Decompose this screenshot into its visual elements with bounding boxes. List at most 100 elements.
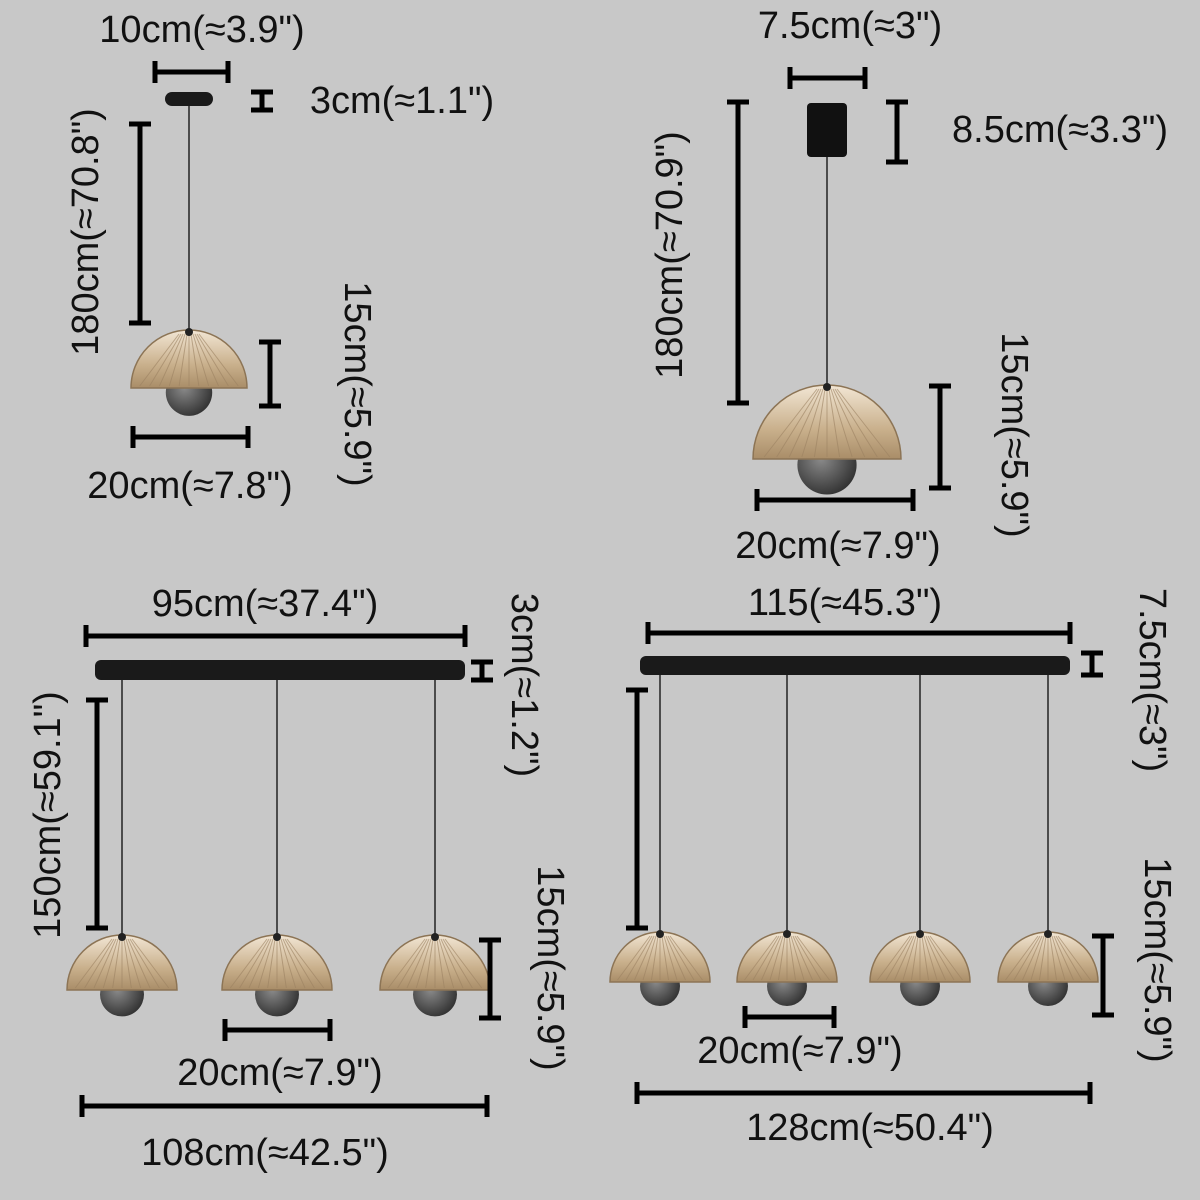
lamp-rib <box>442 938 473 989</box>
lamp-rib <box>911 935 919 981</box>
dimension-label: 7.5cm(≈3") <box>758 5 942 47</box>
lamp-rib <box>801 388 824 458</box>
lamp-rib <box>149 333 182 387</box>
dimension-label: 115(≈45.3") <box>748 582 942 624</box>
lamp-rib <box>196 333 229 387</box>
bar-canopy <box>640 656 1070 675</box>
lamp-rib <box>894 935 915 981</box>
lamp-rib <box>1053 935 1074 981</box>
lamp-rib <box>248 938 272 989</box>
lamp-rib <box>625 935 653 981</box>
lamp-rib <box>282 938 306 989</box>
lamp-rib <box>74 938 113 989</box>
lamp-rib <box>885 935 913 981</box>
lamp-rib <box>828 388 841 458</box>
lamp-rib <box>131 938 170 989</box>
lamp-rib <box>663 935 678 981</box>
dimension-label: 15cm(≈5.9") <box>336 281 378 486</box>
dimension-label: 15cm(≈5.9") <box>529 865 571 1070</box>
lamp-rib <box>406 938 430 989</box>
dimension-label: 3cm(≈1.2") <box>503 593 545 777</box>
lamp-rib <box>790 935 805 981</box>
lamp-rib <box>665 935 686 981</box>
lamp-rib <box>440 938 464 989</box>
lamp-rib <box>1022 935 1043 981</box>
lamp-rib <box>752 935 780 981</box>
dimension-label: 3cm(≈1.1") <box>310 80 494 122</box>
dimension-label: 150cm(≈59.1") <box>27 691 69 939</box>
canopy <box>807 103 847 157</box>
lamp-rib <box>788 935 796 981</box>
lamp-rib <box>877 935 911 981</box>
dimension-label: 8.5cm(≈3.3") <box>952 109 1168 151</box>
lamp-rib <box>617 935 651 981</box>
lamp-rib <box>902 935 917 981</box>
lamp-rib <box>397 938 428 989</box>
lamp-rib <box>667 935 695 981</box>
lamp-top <box>185 328 193 336</box>
lamp-rib <box>194 333 220 387</box>
lamp-rib <box>661 935 669 981</box>
lamp-rib <box>192 333 210 387</box>
lamp-rib <box>284 938 315 989</box>
lamp-rib <box>139 333 180 387</box>
lamp-rib <box>1055 935 1083 981</box>
lamp-top <box>273 933 281 941</box>
lamp-rib <box>239 938 270 989</box>
lamp-rib <box>229 938 268 989</box>
lamp-rib <box>744 935 778 981</box>
lamp-rib <box>763 388 818 458</box>
lamp-rib <box>834 388 878 458</box>
lamp-rib <box>836 388 891 458</box>
dimension-label: 15cm(≈5.9") <box>1136 857 1178 1062</box>
lamp-top <box>118 933 126 941</box>
lamp-rib <box>929 935 963 981</box>
lamp-rib <box>415 938 432 989</box>
lamp-rib <box>669 935 703 981</box>
shapes <box>66 61 1114 1117</box>
dimension-label: 180cm(≈70.9") <box>649 131 691 379</box>
lamp-top <box>1044 930 1052 938</box>
lamp-rib <box>123 938 132 989</box>
lamp-rib <box>651 935 659 981</box>
lamp-rib <box>1005 935 1039 981</box>
lamp-rib <box>1057 935 1091 981</box>
lamp-rib <box>925 935 946 981</box>
lamp-rib <box>425 938 434 989</box>
lamp-rib <box>927 935 955 981</box>
lamp-rib <box>832 388 866 458</box>
lamp-rib <box>198 333 239 387</box>
canopy <box>165 92 213 106</box>
dimension-label: 15cm(≈5.9") <box>993 332 1035 537</box>
lamp-rib <box>634 935 655 981</box>
lamp-rib <box>278 938 287 989</box>
dimension-label: 108cm(≈42.5") <box>141 1132 389 1174</box>
lamp-rib <box>830 388 853 458</box>
lamp-top <box>783 930 791 938</box>
dimension-label: 20cm(≈7.8") <box>87 465 292 507</box>
lamp-rib <box>1013 935 1041 981</box>
lamp-rib <box>796 935 830 981</box>
lamp-rib <box>102 938 119 989</box>
dimension-label: 7.5cm(≈3") <box>1131 588 1173 772</box>
lamp-rib <box>813 388 826 458</box>
lamp-rib <box>788 388 822 458</box>
lamp-rib <box>112 938 121 989</box>
lamp-rib <box>190 333 200 387</box>
lamp-rib <box>84 938 115 989</box>
lamp-rib <box>129 938 160 989</box>
lamp-rib <box>168 333 186 387</box>
dimension-label: 10cm(≈3.9") <box>99 9 304 51</box>
dimension-label: 20cm(≈7.9") <box>697 1030 902 1072</box>
lamp-rib <box>761 935 782 981</box>
lamp-rib <box>127 938 151 989</box>
dimension-label: 95cm(≈37.4") <box>152 583 379 625</box>
lamp-rib <box>792 935 813 981</box>
lamp-rib <box>776 388 820 458</box>
lamp-rib <box>438 938 455 989</box>
lamp-rib <box>923 935 938 981</box>
lamp-rib <box>769 935 784 981</box>
